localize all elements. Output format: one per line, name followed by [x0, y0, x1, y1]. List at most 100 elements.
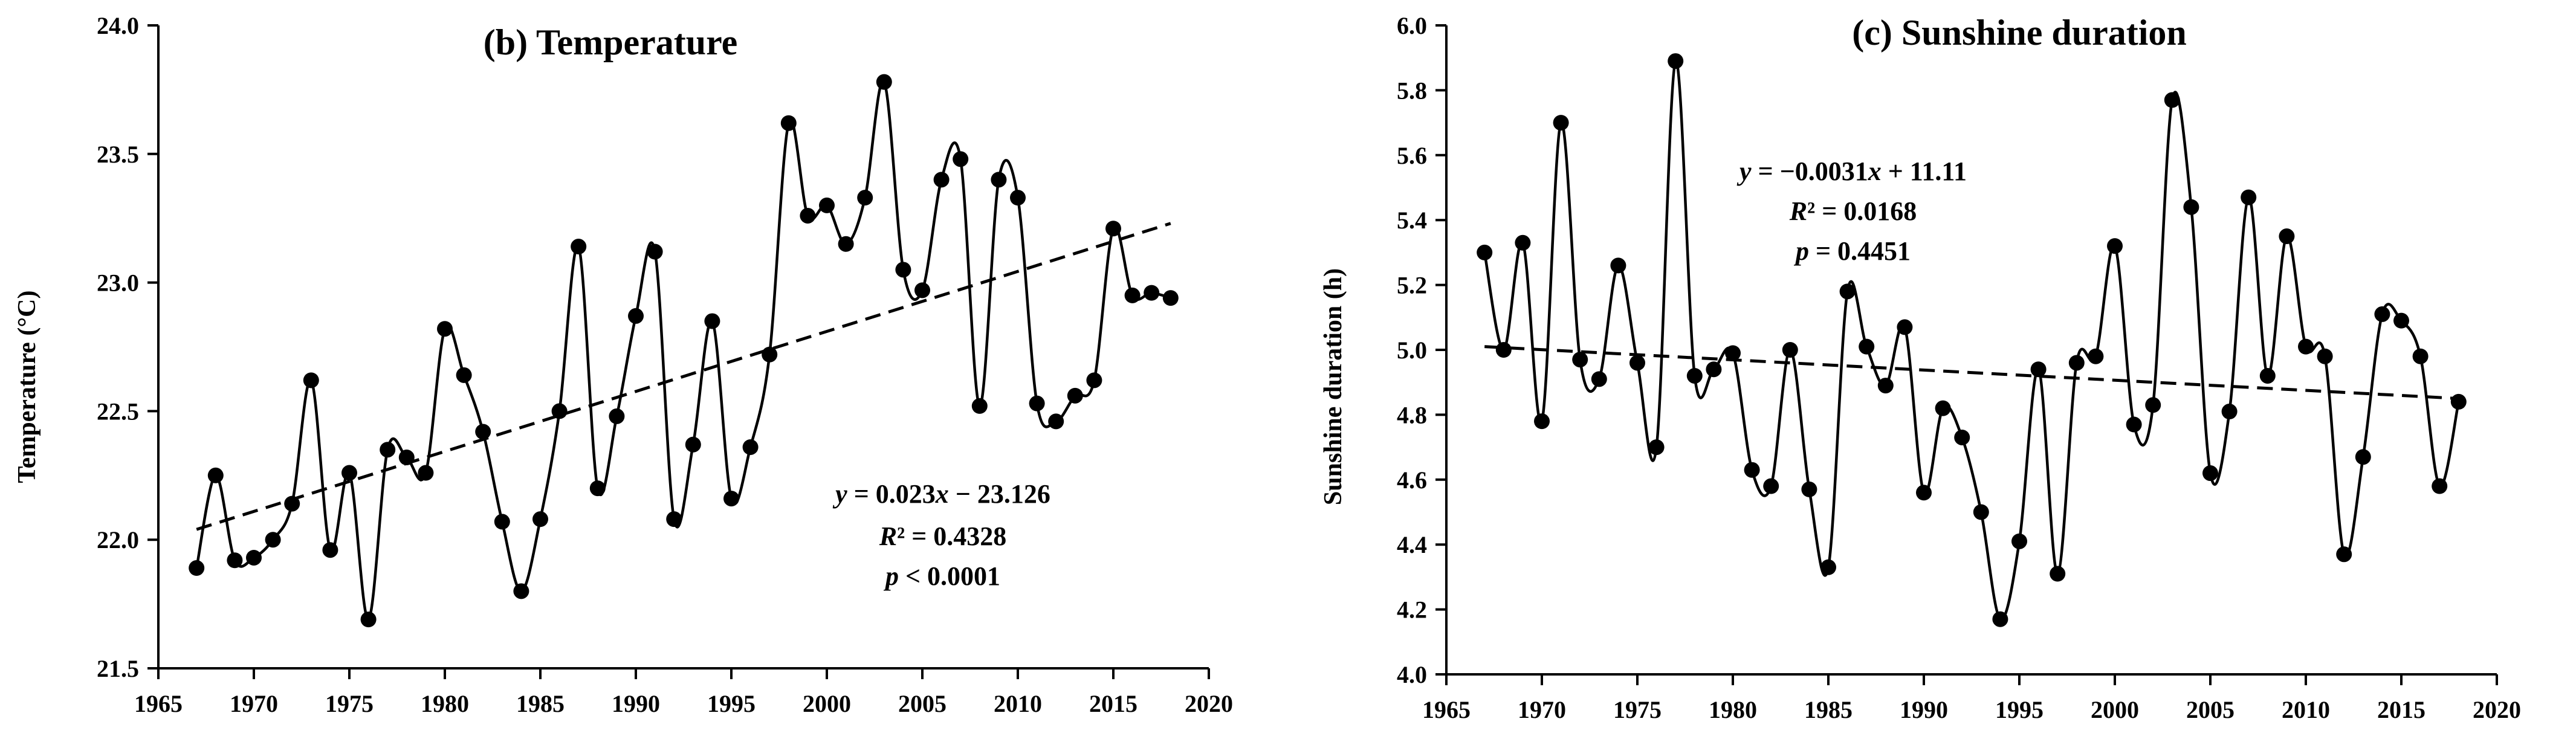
sunshine-x-tick-label: 1990 [1900, 696, 1948, 723]
temperature-x-ticks: 1965 1970 1975 1980 1985 1990 1995 2000 2005 2010… [134, 668, 1233, 717]
sunshine-x-tick-label: 1985 [1804, 696, 1853, 723]
sunshine-data-point-1968 [1495, 342, 1512, 358]
sunshine-data-point-1969 [1515, 234, 1531, 251]
sunshine-data-point-1998 [2068, 355, 2085, 371]
temperature-x-tick-label: 1990 [612, 690, 660, 717]
sunshine-data-point-1981 [1744, 462, 1760, 478]
temperature-chart-title: (b) Temperature [484, 22, 738, 62]
sunshine-data-point-1975 [1629, 355, 1645, 371]
temperature-data-point-2015 [1105, 221, 1121, 237]
sunshine-x-tick-label: 1970 [1518, 696, 1566, 723]
temperature-data-point-2014 [1086, 372, 1102, 389]
sunshine-data-point-1994 [1992, 611, 2008, 627]
temperature-x-tick-label: 1995 [707, 690, 756, 717]
sunshine-y-tick-label: 4.8 [1397, 401, 1427, 428]
sunshine-data-point-2004 [2183, 199, 2199, 215]
temperature-data-point-1993 [685, 436, 701, 453]
temperature-y-ticks: 21.5 22.0 22.5 23.0 23.5 24.0 [97, 12, 158, 682]
temperature-data-point-2013 [1067, 387, 1083, 404]
temperature-data-point-1985 [532, 511, 548, 528]
temperature-series-line [195, 79, 1171, 621]
sunshine-data-point-2000 [2107, 238, 2123, 254]
temperature-data-point-1997 [762, 346, 778, 363]
temperature-data-point-1968 [207, 467, 224, 483]
sunshine-x-tick-label: 2020 [2473, 696, 2521, 723]
sunshine-data-point-1985 [1820, 559, 1836, 575]
temperature-x-tick-label: 2000 [803, 690, 851, 717]
temperature-data-point-1979 [418, 465, 434, 481]
temperature-data-point-2002 [857, 190, 873, 206]
temperature-data-point-1977 [380, 442, 396, 458]
temperature-data-point-2011 [1029, 395, 1045, 411]
temperature-data-point-1991 [647, 244, 663, 260]
sunshine-points [1477, 53, 2467, 627]
sunshine-x-tick-label: 1965 [1422, 696, 1471, 723]
temperature-data-point-1990 [628, 308, 644, 324]
temperature-equation: y = 0.023x − 23.126 [832, 479, 1050, 509]
sunshine-data-point-1973 [1591, 371, 1607, 387]
sunshine-y-tick-label: 4.6 [1397, 466, 1427, 494]
sunshine-chart-panel: (c) Sunshine duration Sunshine duration … [1288, 0, 2576, 739]
sunshine-data-point-1976 [1648, 439, 1665, 456]
temperature-data-point-2007 [953, 151, 969, 167]
sunshine-x-tick-label: 2000 [2091, 696, 2139, 723]
temperature-data-point-1992 [666, 511, 682, 528]
temperature-y-tick-label: 21.5 [97, 655, 139, 682]
sunshine-data-point-2015 [2393, 312, 2409, 329]
sunshine-data-point-2011 [2317, 348, 2333, 364]
sunshine-data-point-1971 [1553, 115, 1569, 131]
sunshine-x-tick-label: 1975 [1613, 696, 1662, 723]
temperature-data-point-2001 [838, 236, 854, 252]
sunshine-y-axis-label: Sunshine duration (h) [1319, 268, 1347, 505]
temperature-data-point-2006 [933, 172, 950, 188]
sunshine-chart: (c) Sunshine duration Sunshine duration … [1319, 12, 2521, 723]
temperature-data-point-1982 [475, 424, 491, 440]
sunshine-y-tick-label: 4.0 [1397, 661, 1427, 688]
temperature-data-point-1983 [494, 514, 510, 530]
sunshine-data-point-1984 [1801, 481, 1817, 497]
sunshine-data-point-2008 [2259, 367, 2276, 384]
sunshine-y-tick-label: 5.0 [1397, 337, 1427, 364]
temperature-data-point-2003 [876, 74, 892, 90]
sunshine-data-point-2017 [2432, 478, 2448, 494]
sunshine-data-point-2009 [2279, 228, 2295, 245]
temperature-chart-panel: (b) Temperature Temperature (°C) 1965 197… [13, 12, 1233, 717]
temperature-data-point-1980 [437, 321, 453, 337]
temperature-data-point-1970 [246, 549, 262, 566]
sunshine-data-point-2016 [2412, 348, 2429, 364]
sunshine-series-line [1483, 59, 2460, 621]
temperature-y-axis-label: Temperature (°C) [13, 291, 41, 483]
temperature-data-point-2004 [895, 262, 911, 278]
sunshine-data-point-1989 [1897, 319, 1913, 335]
temperature-data-point-2008 [971, 398, 988, 414]
sunshine-data-point-2003 [2164, 92, 2180, 108]
temperature-r-squared: R² = 0.4328 [879, 521, 1007, 551]
temperature-y-tick-label: 22.0 [97, 526, 139, 553]
temperature-chart: (b) Temperature Temperature (°C) 1965 197… [13, 12, 1233, 717]
temperature-data-point-2005 [914, 282, 930, 299]
sunshine-data-point-1977 [1668, 53, 1684, 69]
temperature-data-point-1969 [227, 552, 243, 569]
sunshine-x-tick-label: 1980 [1709, 696, 1757, 723]
sunshine-data-point-1996 [2030, 361, 2047, 378]
sunshine-y-tick-label: 4.4 [1397, 531, 1427, 558]
temperature-linear-trend [196, 222, 1171, 531]
sunshine-data-point-2005 [2202, 465, 2218, 482]
sunshine-series [1483, 59, 2460, 621]
sunshine-y-tick-label: 5.8 [1397, 77, 1427, 104]
temperature-data-point-1999 [800, 207, 816, 224]
sunshine-data-point-2001 [2126, 416, 2142, 433]
temperature-x-tick-label: 2020 [1185, 690, 1233, 717]
sunshine-data-point-1993 [1973, 504, 1989, 520]
temperature-data-point-1978 [398, 450, 415, 466]
sunshine-equation: y = −0.0031x + 11.11 [1736, 157, 1967, 186]
sunshine-data-point-1986 [1839, 283, 1856, 300]
temperature-data-point-1987 [571, 239, 587, 255]
sunshine-trend-line [1484, 345, 2459, 401]
sunshine-linear-trend [1484, 345, 2459, 401]
temperature-p-value: p < 0.0001 [883, 561, 1000, 591]
temperature-data-point-1996 [742, 439, 759, 455]
temperature-data-point-1967 [189, 560, 205, 576]
temperature-data-point-2009 [991, 172, 1007, 188]
sunshine-r-squared: R² = 0.0168 [1789, 196, 1917, 226]
